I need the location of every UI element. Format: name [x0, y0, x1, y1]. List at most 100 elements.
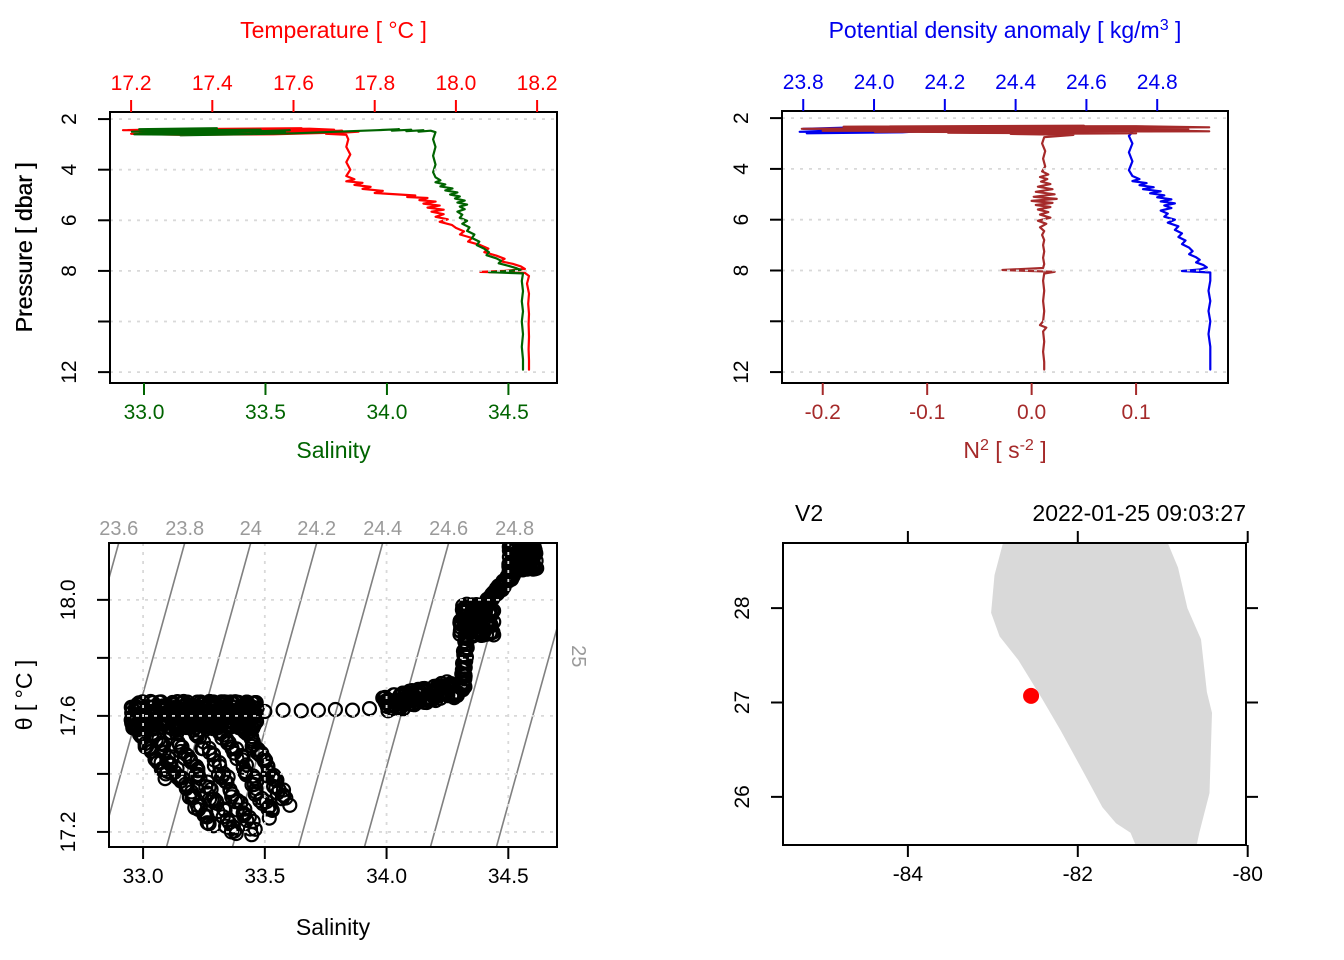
tick-label: 26 [731, 785, 754, 808]
ts-point [241, 809, 257, 825]
isopycnal-label: 23.8 [165, 518, 204, 540]
tick-label: 8 [58, 265, 81, 277]
tick-label: 34.5 [488, 401, 529, 424]
panel-ts-diagram: 33.0 33.5 34.0 34.5 17.2 17.6 18.0 23.6 23.8 24 24… [11, 518, 646, 940]
isopycnal-label-right: 25 [567, 645, 589, 667]
bottom-axis-title: Salinity [296, 914, 371, 940]
tick-label: 33.0 [124, 401, 165, 424]
tick-label: 28 [731, 596, 754, 619]
left-axis-title: Pressure [ dbar ] [11, 162, 37, 332]
tick-label: -0.1 [909, 401, 945, 424]
plot-frame [781, 110, 1229, 384]
isopycnal-label: 23.6 [99, 518, 138, 540]
profile-temperature-salinity-series [121, 127, 531, 371]
tick-label: -84 [893, 863, 924, 886]
tick-label: 24.4 [995, 71, 1036, 94]
panel-station-map: -84 -82 -80 26 27 28 V2 2022-01-25 09:03:27 [731, 500, 1263, 886]
ts-point [456, 600, 472, 616]
ts-point [452, 615, 468, 631]
isopycnal-line [231, 542, 318, 848]
tick-label: 17.8 [354, 72, 395, 95]
tick-label: 24.8 [1137, 71, 1178, 94]
isopycnal-line [297, 542, 384, 848]
ts-point [474, 610, 490, 626]
tick-label: 0.0 [1017, 401, 1046, 424]
ts-point [156, 710, 172, 727]
ts-point [244, 827, 260, 843]
profile-density-n2-series [798, 124, 1212, 371]
ts-point [261, 810, 277, 826]
ts-point [398, 691, 414, 707]
ts-point [264, 802, 280, 819]
ts-point [238, 757, 254, 773]
map-title-station: V2 [795, 500, 823, 526]
isopycnal-contours [108, 542, 646, 848]
bottom-axis-title: Salinity [296, 437, 371, 463]
ts-point [242, 821, 259, 837]
isopycnal-label: 24.4 [363, 518, 402, 540]
ts-point [275, 782, 292, 798]
bottom-axis-title: N2 [ s-2 ] [963, 436, 1046, 463]
ts-point [130, 696, 146, 713]
plot-frame [109, 111, 558, 384]
ts-point [361, 700, 378, 717]
tick-label: 18.0 [57, 579, 80, 620]
profile-temperature-salinity-grid [110, 118, 557, 374]
ts-point [293, 703, 309, 719]
panel-profile-density-n2: 23.8 24.0 24.2 24.4 24.6 24.8 -0.2 -0.1 0.0 0.1 2 4… [11, 16, 1229, 463]
plot-frame [782, 542, 1247, 846]
ts-point [452, 626, 468, 642]
station-marker [1023, 687, 1040, 704]
tick-label: 18.2 [517, 72, 558, 95]
ts-point [472, 626, 488, 642]
tick-label: 34.5 [488, 865, 529, 888]
isopycnal-label: 24.8 [495, 518, 534, 540]
ts-point [390, 695, 406, 712]
profile-density-n2-grid [782, 117, 1228, 373]
tick-label: 12 [58, 360, 81, 383]
ts-scatter-points [123, 542, 545, 843]
tick-label: 8 [730, 265, 753, 277]
ts-point [418, 694, 434, 710]
tick-label: 17.6 [57, 695, 80, 736]
ts-point [228, 825, 244, 842]
ts-point [219, 774, 235, 790]
tick-label: 6 [58, 214, 81, 226]
ts-point [239, 812, 255, 829]
plot-frame [108, 542, 558, 848]
tick-label: 34.0 [367, 401, 408, 424]
ts-point [278, 790, 294, 806]
tick-label: 33.5 [244, 865, 285, 888]
isopycnal-line [562, 543, 646, 847]
tick-label: -80 [1233, 863, 1263, 886]
tick-label: 33.5 [245, 401, 286, 424]
ts-point [275, 702, 291, 718]
tick-label: 4 [730, 163, 753, 175]
tick-label: 24.0 [854, 71, 895, 94]
isopycnal-label: 24.6 [429, 518, 468, 540]
tick-label: 17.2 [111, 72, 152, 95]
tick-label: 33.0 [123, 865, 164, 888]
isopycnal-line [495, 621, 558, 848]
ts-point [244, 777, 260, 793]
tick-label: 0.1 [1121, 401, 1150, 424]
tick-label: 2 [58, 113, 81, 125]
tick-label: 23.8 [783, 71, 824, 94]
map-title-datetime: 2022-01-25 09:03:27 [1032, 500, 1246, 526]
top-axis-title: Potential density anomaly [ kg/m3 ] [829, 16, 1182, 43]
tick-label: 18.0 [435, 72, 476, 95]
tick-label: 17.2 [57, 811, 80, 852]
ts-grid [109, 543, 557, 847]
tick-label: 17.4 [192, 72, 233, 95]
left-axis-title: Pressure [ dbar ] [11, 162, 37, 332]
tick-label: 12 [730, 360, 753, 383]
ts-point [376, 690, 392, 707]
ts-point [282, 797, 298, 813]
tick-label: 17.6 [273, 72, 314, 95]
top-axis-title: Temperature [ °C ] [240, 17, 427, 43]
isopycnal-label: 24 [240, 518, 262, 540]
left-axis-title: θ [ °C ] [11, 660, 37, 731]
tick-label: 34.0 [366, 865, 407, 888]
